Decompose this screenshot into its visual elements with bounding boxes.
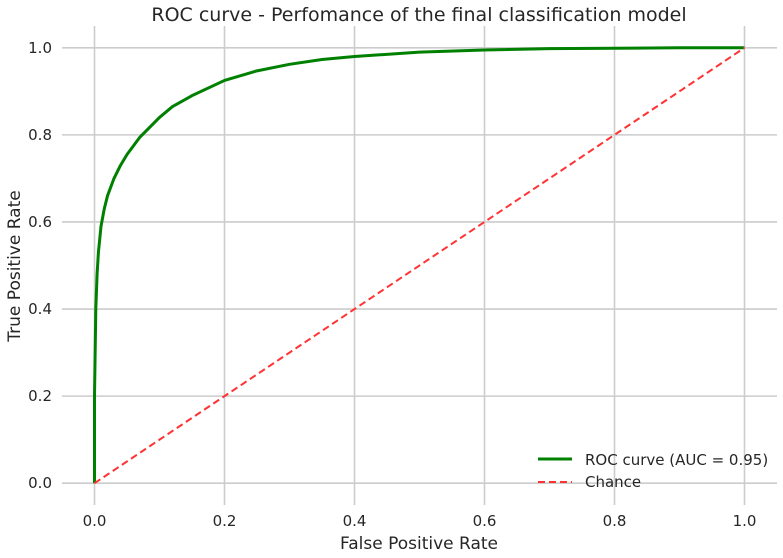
- x-tick-label: 0.8: [603, 512, 627, 530]
- x-tick-label: 0.2: [213, 512, 237, 530]
- y-tick-label: 0.4: [28, 300, 52, 318]
- legend-label-chance: Chance: [585, 473, 641, 491]
- y-tick-label: 0.8: [28, 126, 52, 144]
- y-tick-label: 0.6: [28, 213, 52, 231]
- legend-label-roc: ROC curve (AUC = 0.95): [585, 451, 768, 469]
- x-tick-label: 0.6: [473, 512, 497, 530]
- legend: ROC curve (AUC = 0.95) Chance: [538, 451, 768, 491]
- x-tick-label: 0.0: [83, 512, 107, 530]
- x-tick-label: 1.0: [733, 512, 757, 530]
- y-axis-label: True Positive Rate: [5, 190, 25, 342]
- grid: [62, 26, 777, 505]
- tick-labels: 0.0 0.2 0.4 0.6 0.8 1.0 0.0 0.2 0.4 0.6 0.8 1.0: [28, 39, 756, 530]
- y-tick-label: 0.2: [28, 387, 52, 405]
- roc-curve-line: [93, 46, 745, 484]
- y-tick-label: 1.0: [28, 39, 52, 57]
- series-layer: [93, 46, 746, 485]
- chart-title: ROC curve - Perfomance of the final clas…: [151, 4, 686, 26]
- chance-line: [93, 46, 746, 485]
- y-tick-label: 0.0: [28, 474, 52, 492]
- x-tick-label: 0.4: [343, 512, 367, 530]
- x-axis-label: False Positive Rate: [340, 534, 498, 554]
